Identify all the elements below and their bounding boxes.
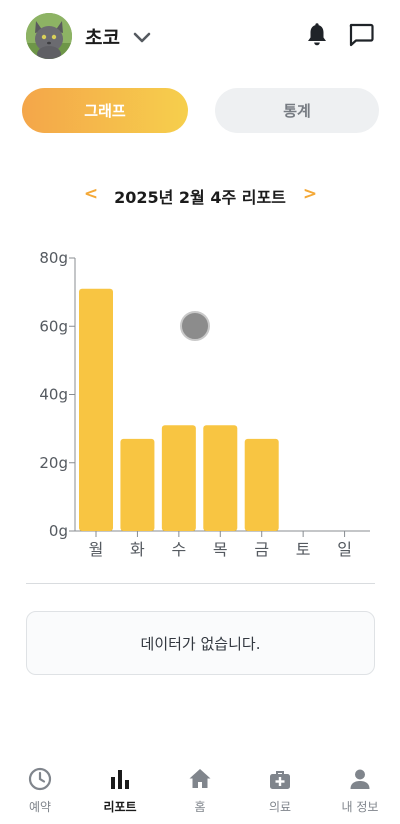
app-header: 초코: [0, 0, 400, 72]
y-tick-label: 40g: [39, 386, 68, 404]
x-tick-label: 금: [254, 540, 269, 559]
x-tick-label: 화: [130, 540, 145, 559]
nav-label: 리포트: [103, 800, 137, 814]
floating-drag-handle[interactable]: [180, 311, 210, 341]
pet-avatar[interactable]: [26, 13, 72, 59]
x-tick-label: 토: [296, 540, 311, 559]
nav-label: 홈: [194, 800, 206, 814]
empty-data-message: 데이터가 없습니다.: [26, 611, 375, 675]
clock-icon: [28, 767, 52, 791]
tab-graph[interactable]: 그래프: [22, 88, 188, 133]
bar-chart-icon: [111, 770, 129, 789]
x-tick-label: 일: [337, 540, 352, 559]
nav-item-medical[interactable]: 의료: [240, 756, 320, 824]
divider: [26, 583, 375, 584]
chat-icon[interactable]: [347, 22, 375, 48]
person-icon: [350, 769, 370, 789]
previous-week-button[interactable]: <: [83, 184, 99, 204]
next-week-button[interactable]: >: [302, 184, 318, 204]
tab-stats[interactable]: 통계: [215, 88, 379, 133]
medical-kit-icon: [270, 771, 290, 789]
nav-item-reservation[interactable]: 예약: [0, 756, 80, 824]
nav-label: 예약: [28, 800, 52, 814]
bar: [244, 438, 279, 531]
nav-label: 내 정보: [341, 800, 379, 814]
nav-item-report[interactable]: 리포트: [80, 756, 160, 824]
bar: [161, 425, 196, 531]
nav-label: 의료: [268, 800, 292, 814]
y-tick-label: 80g: [39, 249, 68, 267]
bar: [203, 425, 238, 531]
week-navigator: < 2025년 2월 4주 리포트 >: [0, 178, 400, 212]
bell-icon[interactable]: [304, 22, 330, 48]
chevron-down-icon[interactable]: [131, 27, 153, 47]
y-tick-label: 20g: [39, 454, 68, 472]
weekly-bar-chart: 0g 20g 40g 60g 80g 월 화 수 목 금 토 일: [0, 240, 400, 570]
x-tick-label: 수: [171, 540, 186, 559]
home-icon: [189, 769, 211, 788]
nav-item-my-info[interactable]: 내 정보: [320, 756, 400, 824]
chart-svg: 0g 20g 40g 60g 80g 월 화 수 목 금 토 일: [39, 249, 370, 559]
nav-item-home[interactable]: 홈: [160, 756, 240, 824]
x-tick-label: 월: [89, 540, 104, 559]
x-tick-label: 목: [213, 540, 228, 559]
week-title: 2025년 2월 4주 리포트: [114, 188, 286, 207]
bar: [79, 288, 113, 531]
y-tick-label: 0g: [49, 522, 68, 540]
y-tick-label: 60g: [39, 317, 68, 335]
pet-name[interactable]: 초코: [85, 27, 120, 49]
bottom-navigation: 예약 리포트 홈 의료 내 정보: [0, 756, 400, 824]
bar: [120, 438, 155, 531]
